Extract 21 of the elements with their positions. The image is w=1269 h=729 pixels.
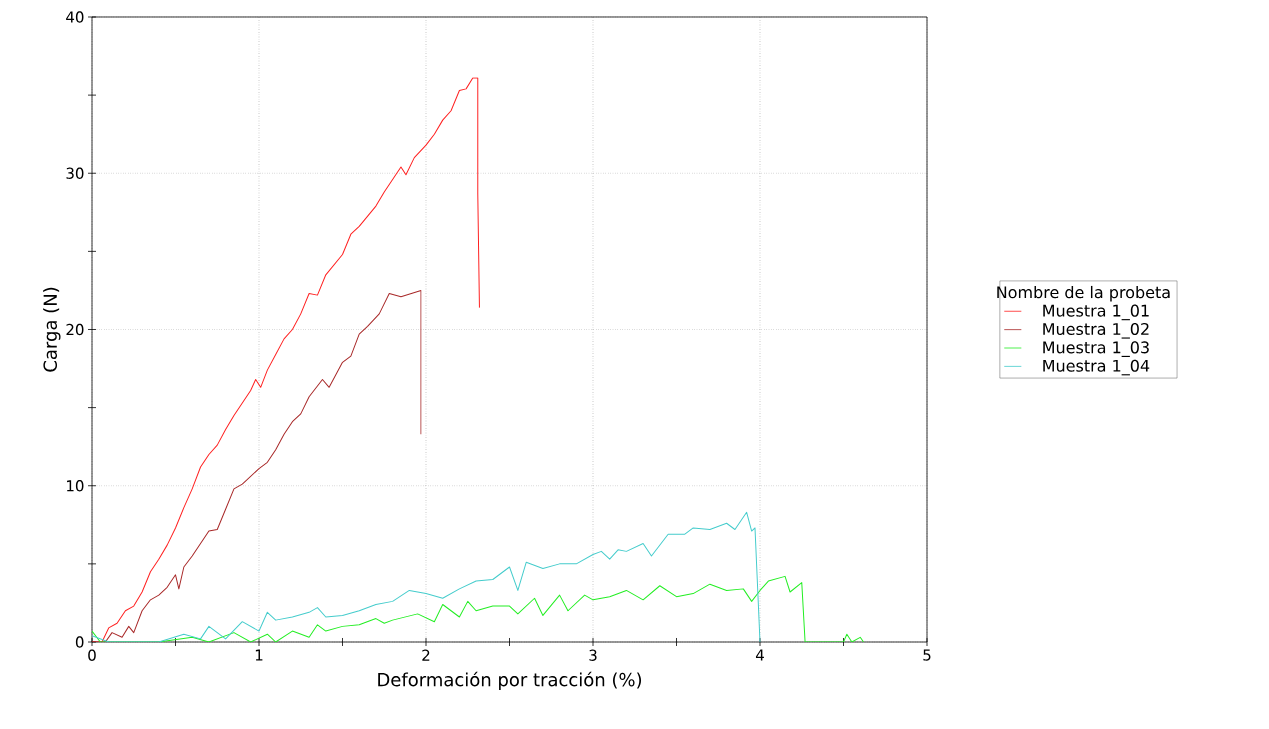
line-series <box>92 575 865 642</box>
x-axis-title: Deformación por tracción (%) <box>378 671 642 690</box>
x-tick-label: 4 <box>755 649 764 661</box>
y-tick-label: 0 <box>75 636 84 648</box>
legend-label: Muestra 1_01 <box>1043 304 1149 321</box>
y-tick-label: 10 <box>67 480 84 492</box>
legend-label: Muestra 1_03 <box>1043 341 1149 357</box>
y-tick-label: 40 <box>66 11 84 23</box>
line-series <box>92 289 422 642</box>
y-axis-title: Carga (N) <box>43 287 61 372</box>
x-tick-label: 0 <box>88 649 96 661</box>
y-tick-label: 20 <box>66 323 84 336</box>
line-series <box>92 511 761 642</box>
legend-label: Muestra 1_02 <box>1043 322 1149 339</box>
y-tick-label: 30 <box>66 167 84 179</box>
legend-title: Nombre de la probeta <box>997 285 1170 302</box>
x-tick-label: 2 <box>422 649 430 661</box>
legend-label: Muestra 1_04 <box>1043 359 1150 376</box>
x-tick-label: 5 <box>923 649 931 661</box>
x-tick-label: 3 <box>589 649 597 661</box>
x-tick-label: 1 <box>255 649 263 661</box>
